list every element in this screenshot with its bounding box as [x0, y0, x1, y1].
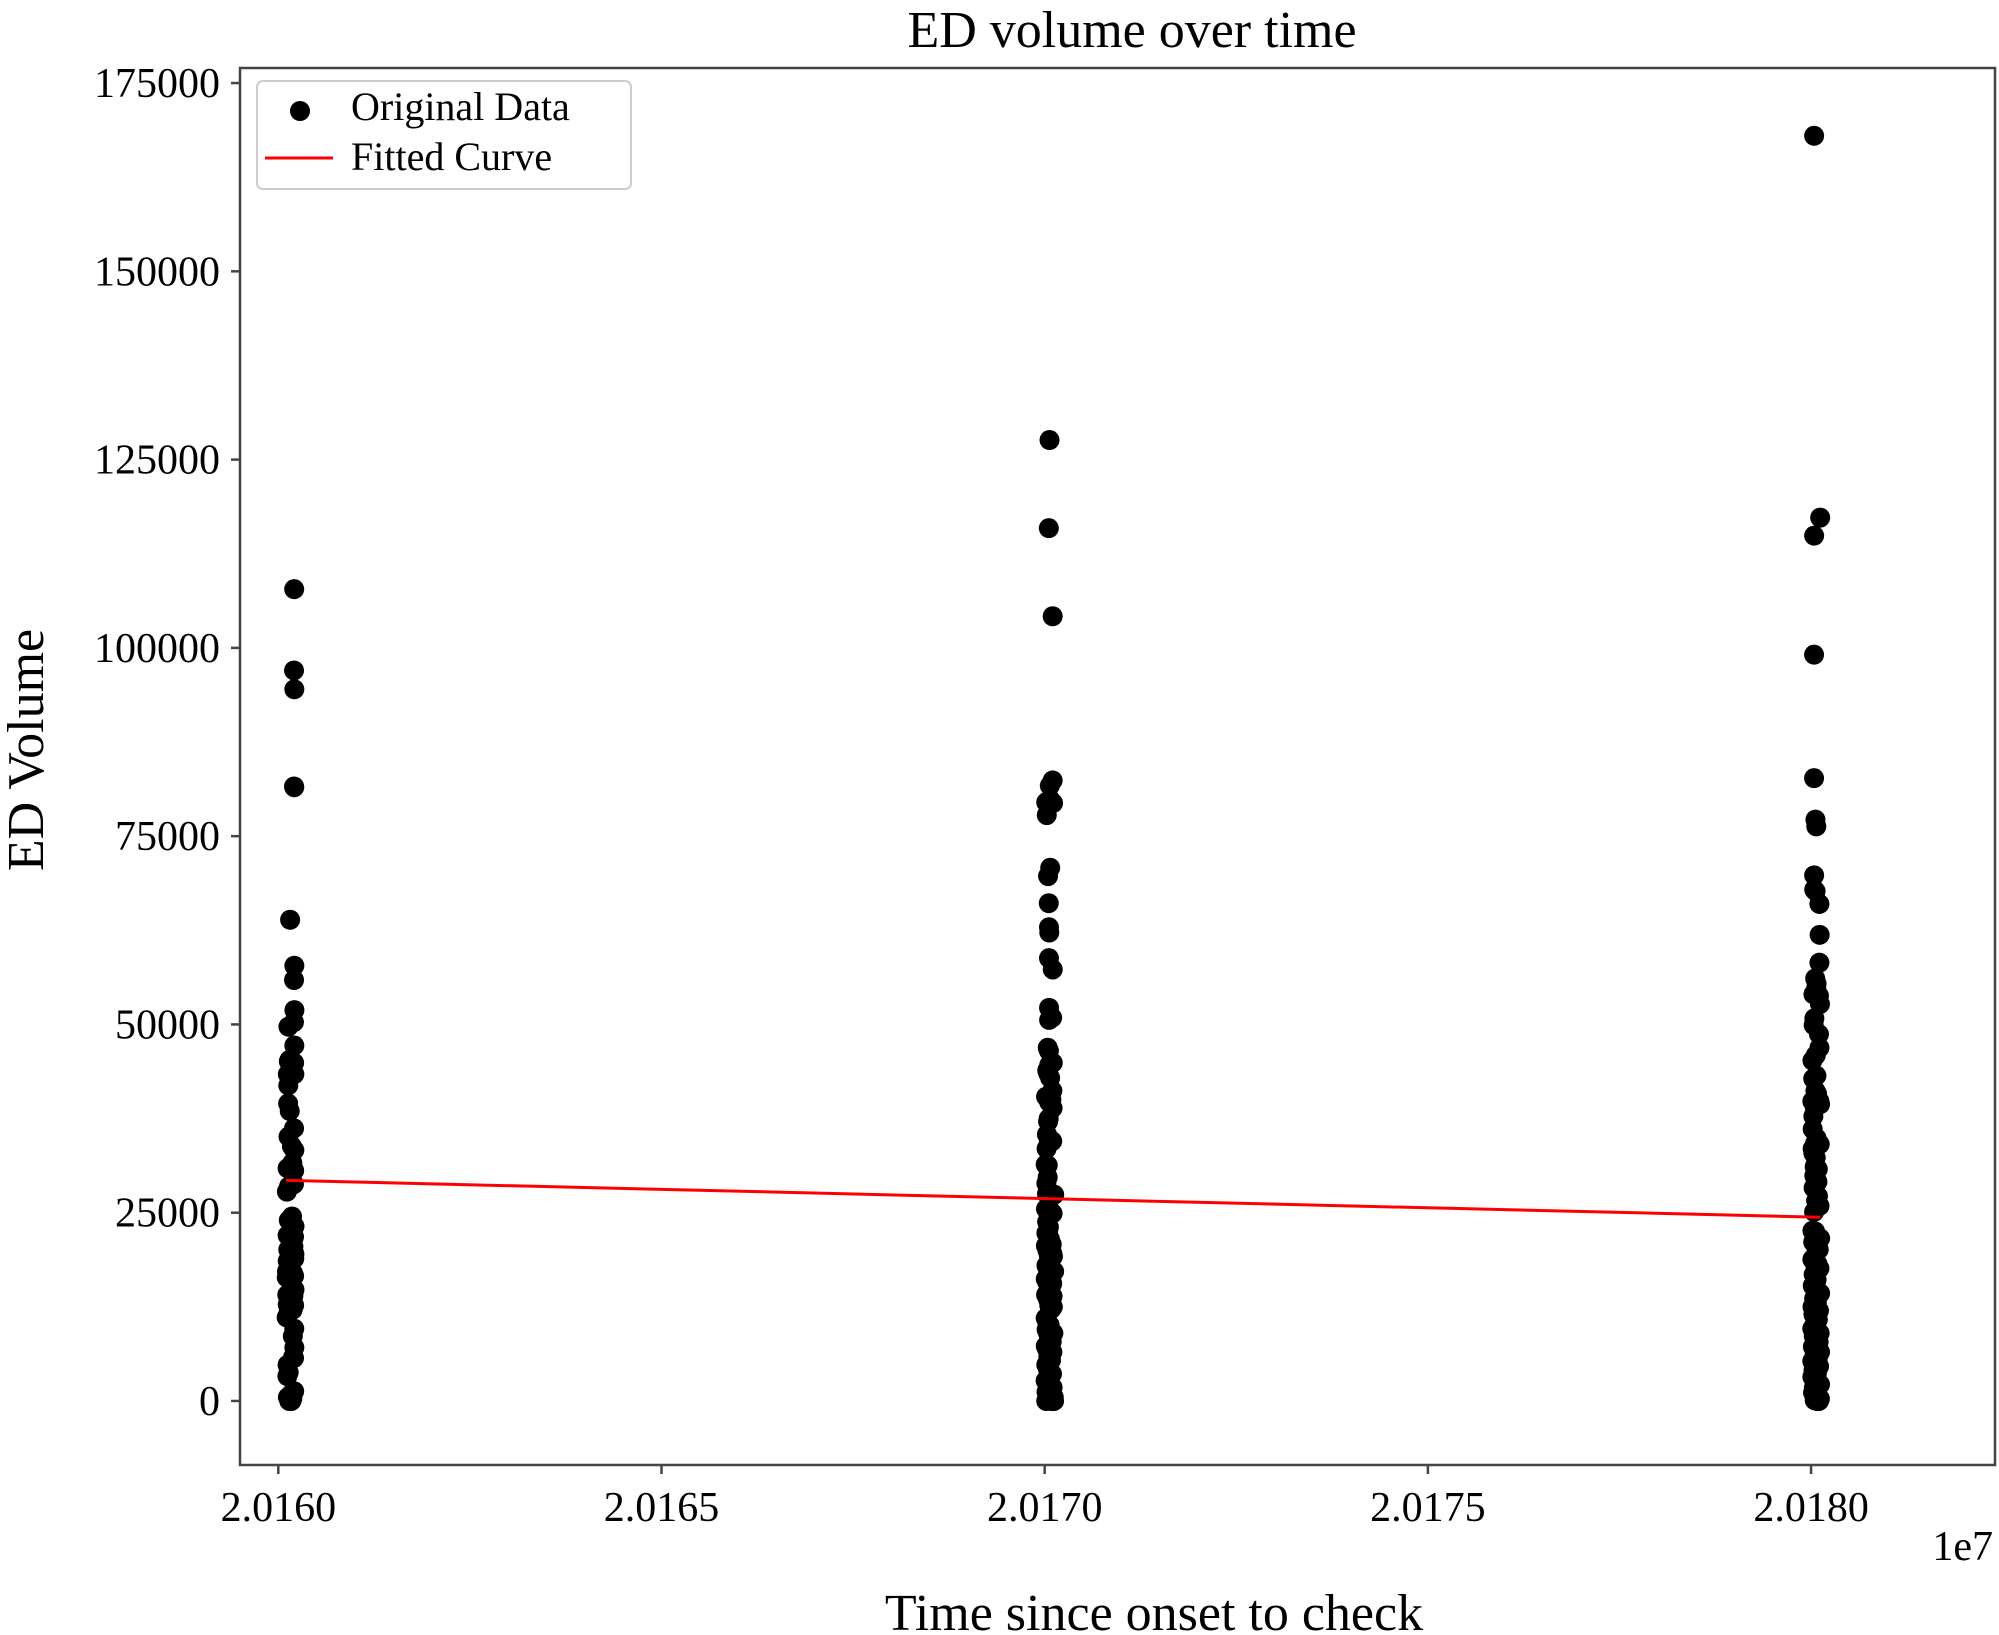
data-point [279, 1390, 300, 1411]
data-point [280, 909, 301, 930]
data-point [1809, 952, 1830, 973]
data-point [1808, 1390, 1829, 1411]
data-point [278, 1126, 299, 1147]
data-point [1806, 816, 1827, 837]
data-point [284, 955, 305, 976]
x-tick-label: 2.0180 [1753, 1485, 1869, 1531]
x-axis-offset-label: 1e7 [1932, 1524, 1993, 1570]
x-tick-label: 2.0165 [604, 1485, 720, 1531]
data-point [277, 1158, 298, 1179]
data-point [1042, 770, 1063, 791]
y-tick-label: 50000 [115, 1002, 220, 1048]
y-axis-label: ED Volume [0, 629, 55, 871]
y-tick-label: 75000 [115, 814, 220, 860]
data-point [1036, 805, 1057, 826]
legend-label-original-data: Original Data [351, 84, 570, 129]
data-point [1042, 959, 1063, 980]
data-point [1039, 922, 1060, 943]
x-tick-label: 2.0170 [987, 1485, 1103, 1531]
x-tick-label: 2.0175 [1370, 1485, 1486, 1531]
data-point [1804, 525, 1825, 546]
data-point [1810, 507, 1831, 528]
data-point [284, 679, 305, 700]
data-point [1039, 430, 1060, 451]
data-point [276, 1267, 297, 1288]
data-point [284, 970, 305, 991]
x-tick-label: 2.0160 [221, 1485, 337, 1531]
data-point [278, 1016, 299, 1037]
data-point [277, 1225, 298, 1246]
data-point [1802, 1050, 1823, 1071]
data-point [1042, 606, 1063, 627]
data-point [1040, 1067, 1061, 1088]
legend-marker-original-data [290, 101, 310, 121]
x-axis-label: Time since onset to check [885, 1585, 1423, 1635]
data-point [1804, 865, 1825, 886]
data-point [276, 1181, 297, 1202]
data-point [1804, 125, 1825, 146]
data-point [282, 1326, 303, 1347]
data-point [1038, 866, 1059, 887]
data-point [277, 1366, 298, 1387]
data-point [276, 1307, 297, 1328]
y-tick-label: 25000 [115, 1191, 220, 1237]
data-point [1038, 893, 1059, 914]
legend: Original Data Fitted Curve [256, 80, 632, 190]
y-tick-label: 150000 [94, 249, 220, 295]
y-tick-label: 100000 [94, 626, 220, 672]
data-point [279, 1101, 300, 1122]
data-point [1809, 924, 1830, 945]
data-point [279, 1049, 300, 1070]
data-point [1804, 1201, 1825, 1222]
data-point [1804, 768, 1825, 789]
fitted-curve-layer [285, 1178, 1821, 1219]
data-point [284, 777, 305, 798]
legend-box [256, 80, 632, 190]
data-point [284, 660, 305, 681]
data-point [1804, 644, 1825, 665]
data-point [278, 1075, 299, 1096]
data-point [1044, 1390, 1065, 1411]
plot-area [276, 125, 1831, 1411]
y-tick-label: 175000 [94, 61, 220, 107]
data-point [1809, 893, 1830, 914]
data-point [284, 579, 305, 600]
plot-frame [238, 66, 1997, 1467]
data-point [1037, 1037, 1058, 1058]
data-points [276, 125, 1831, 1411]
data-point [1038, 518, 1059, 539]
data-point [1036, 1138, 1057, 1159]
data-point [278, 1210, 299, 1231]
y-tick-label: 0 [199, 1379, 220, 1425]
fitted-curve-line [285, 1178, 1821, 1219]
x-axis: 2.0160 2.0165 2.0170 2.0175 2.0180 [221, 1465, 1869, 1531]
data-point [1042, 1007, 1063, 1028]
y-tick-label: 125000 [94, 438, 220, 484]
y-axis: 0 25000 50000 75000 100000 125000 150000 175000 [94, 61, 240, 1425]
legend-label-fitted-curve: Fitted Curve [351, 134, 552, 179]
chart-title: ED volume over time [907, 2, 1356, 59]
